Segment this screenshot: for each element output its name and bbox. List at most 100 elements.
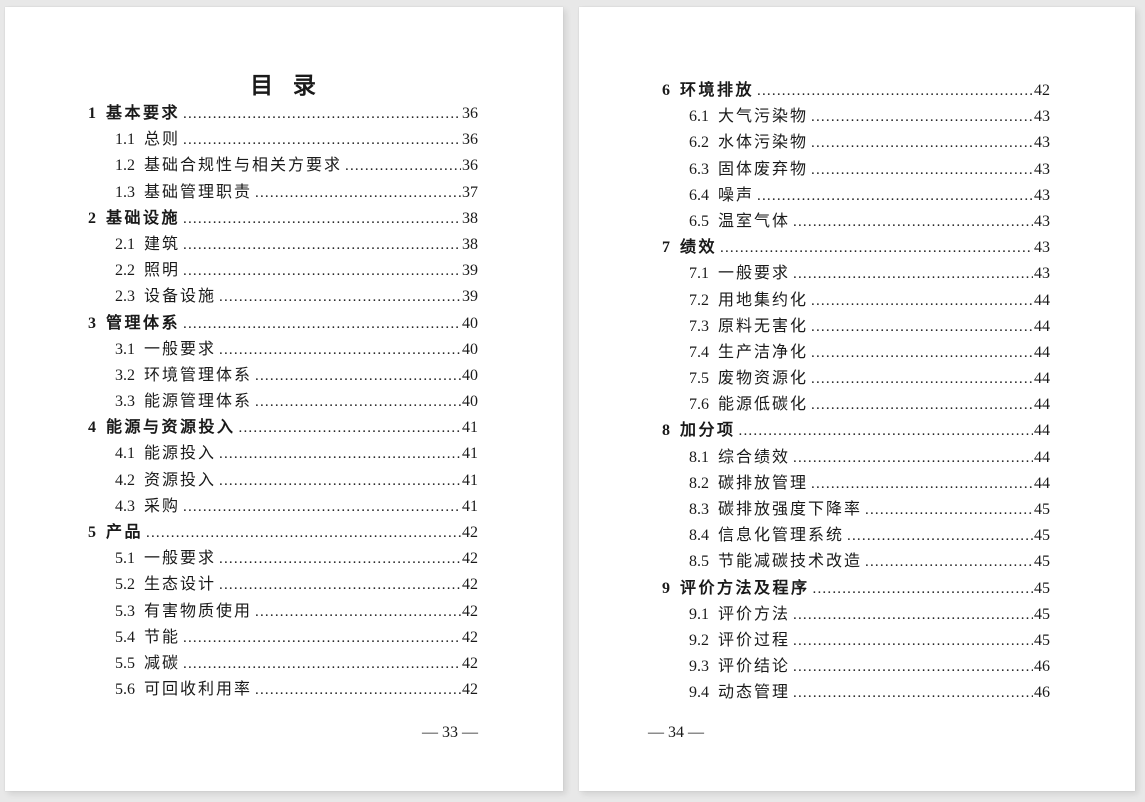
- toc-entry-page: 42: [462, 681, 478, 699]
- toc-entry-number: 7: [662, 239, 670, 257]
- dot-leader: [865, 497, 1033, 523]
- toc-entry-number: 5: [88, 524, 96, 541]
- toc-entry-page: 45: [1034, 605, 1050, 623]
- toc-entry: 3 管理体系 40: [88, 311, 478, 337]
- dot-leader: [793, 680, 1033, 706]
- toc-entry-label: 加分项: [680, 422, 736, 440]
- toc-entry-label: 照明: [144, 262, 181, 280]
- dot-leader: [811, 104, 1033, 130]
- dot-leader: [793, 445, 1033, 471]
- toc-entry: 7.4 生产洁净化 44: [662, 340, 1050, 366]
- toc-entry-number: 6: [662, 82, 670, 99]
- toc-entry: 7.6 能源低碳化 44: [662, 392, 1050, 418]
- toc-entry: 3.1 一般要求 40: [88, 337, 478, 363]
- toc-entry-page: 44: [1034, 396, 1050, 414]
- toc-entry-page: 40: [462, 366, 478, 384]
- toc-entry-label: 减碳: [144, 654, 181, 672]
- toc-entry: 8 加分项 44: [662, 418, 1050, 444]
- toc-entry-number: 7.2: [689, 291, 709, 309]
- toc-entry-page: 38: [462, 235, 478, 253]
- toc-entry: 3.3 能源管理体系 40: [88, 389, 478, 415]
- toc-entry-label: 一般要求: [144, 550, 217, 568]
- dot-leader: [793, 209, 1033, 235]
- toc-entry-label: 水体污染物: [718, 134, 809, 152]
- toc-entry-number: 9: [662, 579, 670, 597]
- toc-entry-number: 6.5: [689, 212, 709, 230]
- toc-entry-number: 8.1: [689, 448, 709, 466]
- toc-entry-number: 5.4: [115, 628, 135, 646]
- toc-entry-number: 7.6: [689, 396, 709, 414]
- toc-entry: 7.5 废物资源化 44: [662, 366, 1050, 392]
- toc-entry-label: 原料无害化: [718, 317, 809, 335]
- toc-entry-page: 45: [1034, 501, 1050, 518]
- toc-entry-number: 1: [88, 105, 96, 122]
- toc-entry-label: 一般要求: [144, 340, 217, 358]
- toc-entry-number: 2.1: [115, 235, 135, 253]
- toc-entry-number: 8.4: [689, 527, 709, 545]
- toc-entry-number: 5.2: [115, 576, 135, 594]
- toc-entry: 6.4 噪声 43: [662, 183, 1050, 209]
- dot-leader: [183, 258, 461, 284]
- dot-leader: [219, 337, 461, 363]
- dot-leader: [255, 180, 461, 206]
- toc-entry: 1 基本要求 36: [88, 101, 478, 127]
- toc-entry-label: 设备设施: [144, 288, 217, 306]
- dot-leader: [720, 235, 1033, 261]
- toc-entry-page: 41: [462, 497, 478, 515]
- toc-entry-number: 6.4: [689, 186, 709, 204]
- dot-leader: [345, 153, 461, 179]
- toc-entry: 8.2 碳排放管理 44: [662, 471, 1050, 497]
- toc-entry-label: 节能减碳技术改造: [718, 553, 863, 571]
- toc-entry: 7.2 用地集约化 44: [662, 288, 1050, 314]
- page-number-footer-33: — 33 —: [422, 724, 478, 742]
- dot-leader: [219, 284, 461, 310]
- dot-leader: [183, 311, 461, 337]
- toc-entry-label: 一般要求: [718, 265, 791, 283]
- toc-entry: 5 产品 42: [88, 520, 478, 546]
- toc-entry-number: 2.2: [115, 262, 135, 280]
- toc-entry-number: 4: [88, 419, 96, 437]
- toc-entry-page: 43: [1034, 212, 1050, 230]
- dot-leader: [739, 418, 1033, 444]
- toc-entry-number: 6.3: [689, 160, 709, 178]
- dot-leader: [811, 157, 1033, 183]
- toc-entry: 4.2 资源投入 41: [88, 468, 478, 494]
- toc-list-page-34: 6环境排放426.1大气污染物436.2水体污染物436.3固体废弃物436.4…: [662, 7, 1050, 707]
- toc-entry-page: 45: [1034, 579, 1050, 597]
- toc-entry-page: 40: [462, 340, 478, 358]
- toc-entry: 6 环境排放 42: [662, 78, 1050, 104]
- page-33-content: 目 录 1 基本要求 36 1.1 总则 36 1.2 基础合规性与相关方要求 36 1.3 基础管…: [5, 71, 563, 802]
- dot-leader: [811, 392, 1033, 418]
- toc-entry-page: 43: [1034, 160, 1050, 178]
- dot-leader: [239, 415, 461, 441]
- toc-entry-number: 7.3: [689, 317, 709, 335]
- toc-entry-label: 能源低碳化: [718, 396, 809, 414]
- toc-entry-page: 45: [1034, 631, 1050, 649]
- toc-entry-page: 37: [462, 183, 478, 201]
- toc-entry: 4.3 采购 41: [88, 494, 478, 520]
- toc-entry: 9 评价方法及程序 45: [662, 576, 1050, 602]
- toc-entry-page: 44: [1034, 343, 1050, 361]
- toc-entry-page: 36: [462, 131, 478, 149]
- toc-entry-number: 9.2: [689, 631, 709, 649]
- toc-entry-page: 45: [1034, 553, 1050, 571]
- dot-leader: [146, 520, 461, 546]
- toc-entry-label: 总则: [144, 131, 181, 149]
- toc-entry-page: 46: [1034, 658, 1050, 676]
- dot-leader: [183, 625, 461, 651]
- toc-entry-number: 4.1: [115, 445, 135, 463]
- toc-entry: 5.3 有害物质使用 42: [88, 599, 478, 625]
- toc-entry-number: 8.5: [689, 553, 709, 571]
- toc-entry-label: 用地集约化: [718, 291, 809, 309]
- toc-entry-number: 3.2: [115, 366, 135, 384]
- dot-leader: [813, 576, 1033, 602]
- toc-entry-number: 7.1: [689, 265, 709, 283]
- toc-entry-page: 43: [1034, 108, 1050, 126]
- toc-entry-label: 管理体系: [106, 314, 181, 332]
- toc-entry-page: 38: [462, 209, 478, 227]
- toc-entry-number: 5.1: [115, 550, 135, 568]
- toc-entry-label: 碳排放强度下降率: [718, 501, 863, 518]
- toc-entry-number: 9.1: [689, 605, 709, 623]
- toc-entry-label: 综合绩效: [718, 448, 791, 466]
- toc-entry-label: 碳排放管理: [718, 474, 809, 492]
